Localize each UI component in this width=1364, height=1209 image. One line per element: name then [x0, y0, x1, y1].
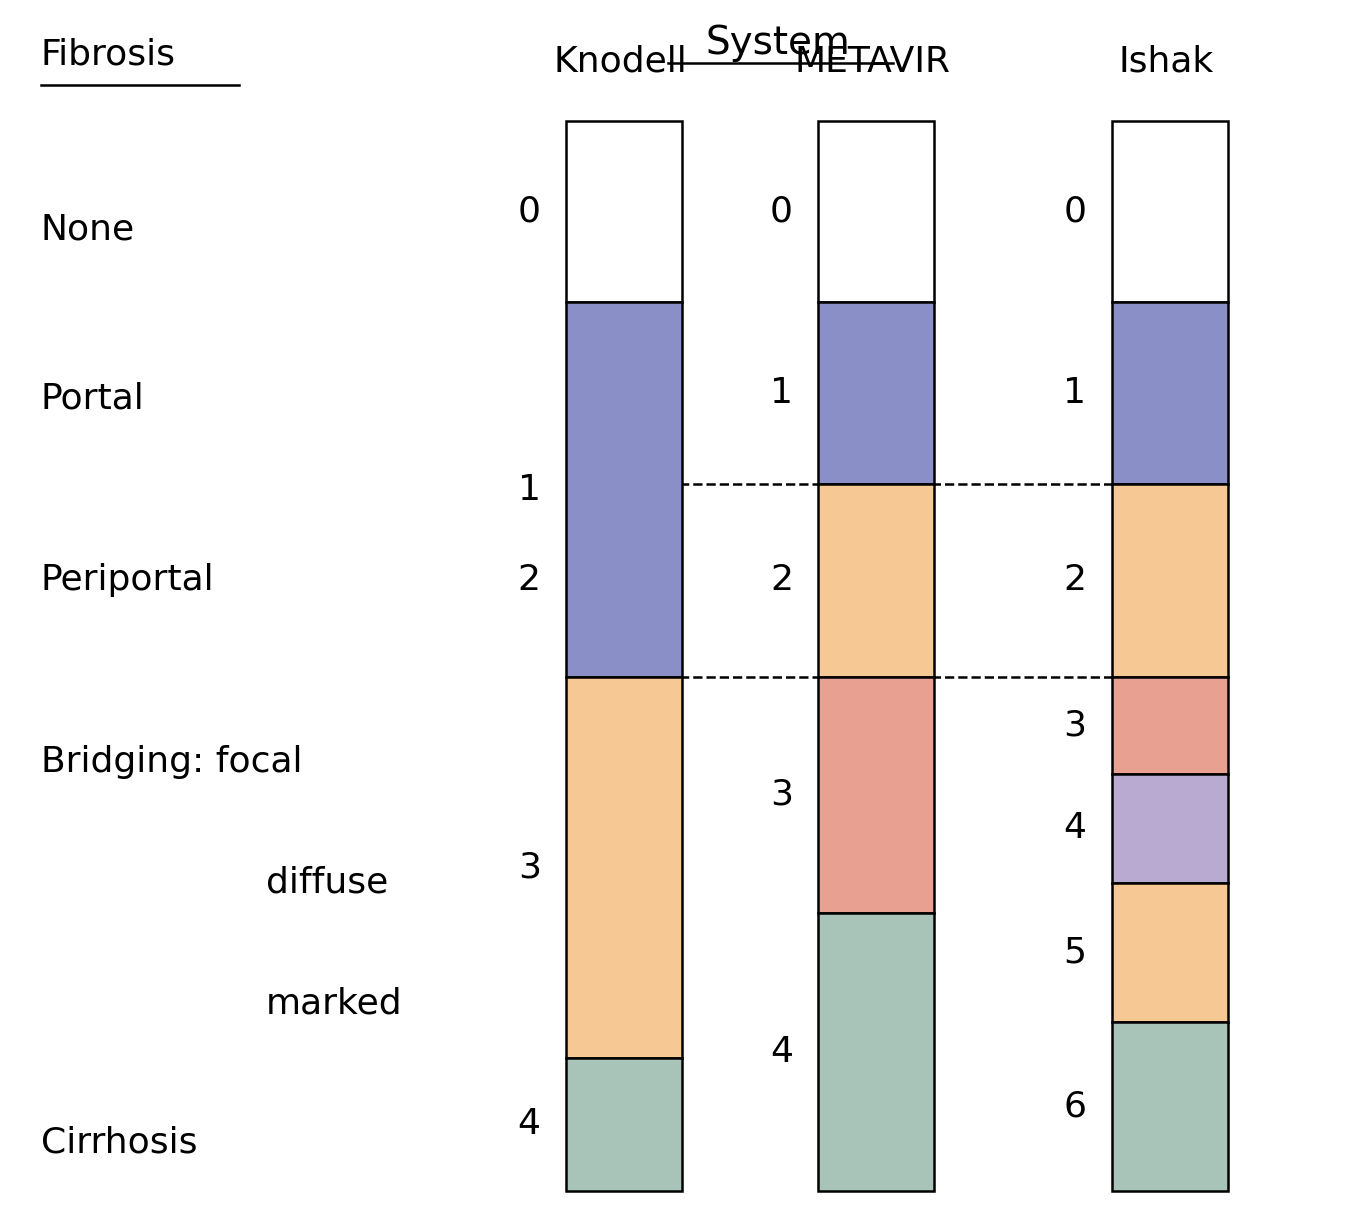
Text: 2: 2 — [1064, 563, 1086, 597]
Bar — [1112, 774, 1228, 883]
Bar — [818, 121, 934, 302]
Text: 5: 5 — [1064, 935, 1086, 970]
Bar — [818, 677, 934, 913]
Text: Portal: Portal — [41, 382, 145, 416]
Bar — [566, 302, 682, 677]
Text: 1: 1 — [518, 473, 540, 507]
Text: 6: 6 — [1064, 1089, 1086, 1123]
Text: 3: 3 — [771, 777, 792, 812]
Text: 0: 0 — [518, 195, 540, 229]
Text: 4: 4 — [518, 1107, 540, 1141]
Text: 0: 0 — [1064, 195, 1086, 229]
Text: Knodell: Knodell — [554, 45, 687, 79]
Text: 1: 1 — [771, 376, 792, 410]
Text: 4: 4 — [1064, 811, 1086, 845]
Text: 2: 2 — [518, 563, 540, 597]
Text: None: None — [41, 213, 135, 247]
Text: Bridging: focal: Bridging: focal — [41, 745, 303, 779]
Text: 0: 0 — [771, 195, 792, 229]
Bar — [1112, 302, 1228, 484]
Text: Cirrhosis: Cirrhosis — [41, 1126, 198, 1159]
Text: 3: 3 — [518, 850, 540, 885]
Text: Periportal: Periportal — [41, 563, 214, 597]
Text: 2: 2 — [771, 563, 792, 597]
Bar — [1112, 484, 1228, 677]
Bar — [566, 121, 682, 302]
Text: diffuse: diffuse — [266, 866, 389, 899]
Text: 3: 3 — [1064, 708, 1086, 742]
Text: Fibrosis: Fibrosis — [41, 37, 176, 71]
Text: METAVIR: METAVIR — [795, 45, 951, 79]
Bar — [1112, 677, 1228, 774]
Bar — [1112, 1022, 1228, 1191]
Text: 1: 1 — [1064, 376, 1086, 410]
Text: System: System — [705, 24, 850, 62]
Bar — [818, 302, 934, 484]
Bar — [1112, 121, 1228, 302]
Bar — [566, 1058, 682, 1191]
Bar — [818, 913, 934, 1191]
Bar — [1112, 883, 1228, 1022]
Bar — [566, 677, 682, 1058]
Text: marked: marked — [266, 987, 402, 1020]
Text: 4: 4 — [771, 1035, 792, 1069]
Bar — [818, 484, 934, 677]
Text: Ishak: Ishak — [1118, 45, 1214, 79]
